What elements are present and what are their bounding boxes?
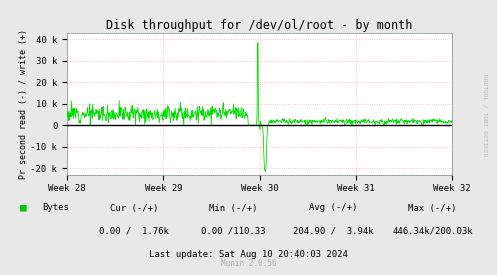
Text: Bytes: Bytes xyxy=(42,203,69,212)
Text: 0.00 /110.33: 0.00 /110.33 xyxy=(201,227,266,236)
Text: Last update: Sat Aug 10 20:40:03 2024: Last update: Sat Aug 10 20:40:03 2024 xyxy=(149,250,348,259)
Text: ■: ■ xyxy=(20,203,27,213)
Text: 204.90 /  3.94k: 204.90 / 3.94k xyxy=(293,227,373,236)
Title: Disk throughput for /dev/ol/root - by month: Disk throughput for /dev/ol/root - by mo… xyxy=(106,19,413,32)
Text: Cur (-/+): Cur (-/+) xyxy=(110,204,159,213)
Text: Max (-/+): Max (-/+) xyxy=(408,204,457,213)
Text: 0.00 /  1.76k: 0.00 / 1.76k xyxy=(99,227,169,236)
Y-axis label: Pr second read (-) / write (+): Pr second read (-) / write (+) xyxy=(19,29,28,179)
Text: RRDTOOL / TOBI OETIKER: RRDTOOL / TOBI OETIKER xyxy=(482,74,487,157)
Text: Munin 2.0.56: Munin 2.0.56 xyxy=(221,259,276,268)
Text: Min (-/+): Min (-/+) xyxy=(209,204,258,213)
Text: Avg (-/+): Avg (-/+) xyxy=(309,204,357,213)
Text: 446.34k/200.03k: 446.34k/200.03k xyxy=(392,227,473,236)
